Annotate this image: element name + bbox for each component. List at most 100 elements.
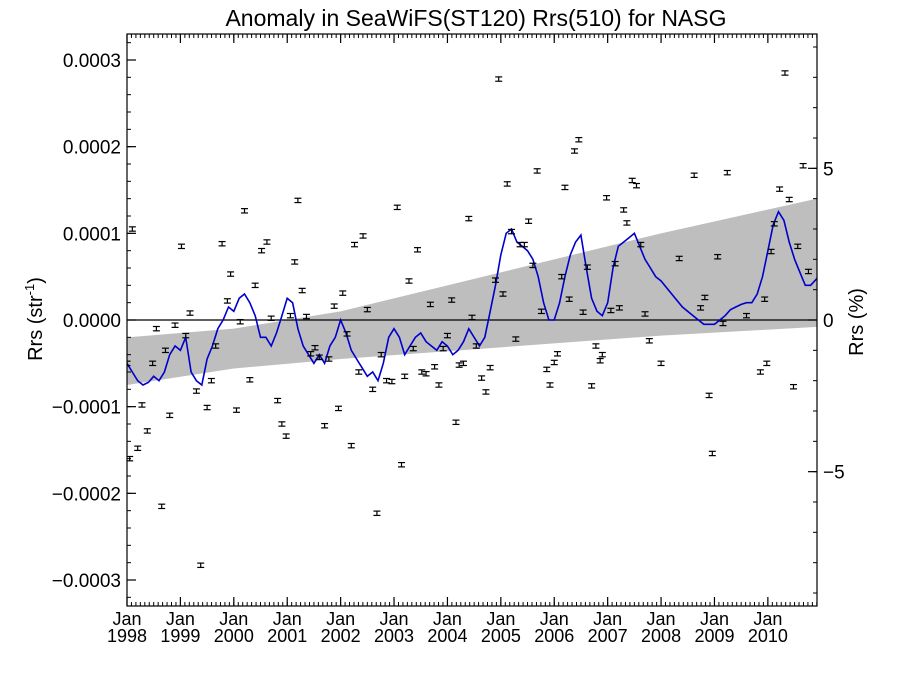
data-point <box>603 195 611 201</box>
data-point <box>491 277 499 283</box>
x-tick-year: 2002 <box>321 626 361 646</box>
x-tick-year: 2010 <box>748 626 788 646</box>
data-point <box>620 207 628 213</box>
data-point <box>274 397 282 404</box>
data-point <box>708 450 716 457</box>
data-point <box>459 360 467 367</box>
x-tick-year: 2006 <box>534 626 574 646</box>
data-point <box>520 241 528 248</box>
data-point <box>298 287 306 294</box>
data-point <box>227 271 235 277</box>
data-point <box>583 264 591 270</box>
x-tick-month: Jan <box>700 609 729 629</box>
data-point <box>347 442 355 449</box>
y-tick-label: 0.0002 <box>63 138 121 159</box>
data-point <box>790 383 798 390</box>
data-point <box>537 308 545 315</box>
y-axis-label-close: ) <box>25 277 47 284</box>
x-tick-year: 2009 <box>694 626 734 646</box>
data-point <box>251 282 259 289</box>
data-point <box>143 428 151 434</box>
data-point <box>158 503 166 510</box>
data-point <box>781 70 789 76</box>
data-point <box>657 360 665 367</box>
data-point <box>325 356 333 362</box>
trend-band <box>127 198 817 385</box>
data-point <box>343 331 351 337</box>
data-point <box>482 389 490 395</box>
data-point <box>592 343 600 349</box>
x-tick-month: Jan <box>647 609 676 629</box>
y-axis-label-main: Rrs (str <box>25 295 47 361</box>
data-point <box>294 197 302 204</box>
data-point <box>645 338 653 344</box>
data-point <box>529 262 537 269</box>
y-right-tick-label: 0 <box>823 311 834 332</box>
data-point <box>134 445 142 452</box>
data-point <box>355 369 363 375</box>
data-point <box>263 239 271 245</box>
y-axis-label-sup: -1 <box>22 284 37 296</box>
data-point <box>756 369 764 375</box>
data-point <box>207 377 215 384</box>
data-point <box>388 378 396 385</box>
data-point <box>128 226 136 232</box>
smoothed-anomaly-line <box>127 209 817 387</box>
data-point <box>409 345 417 352</box>
x-tick-month: Jan <box>166 609 195 629</box>
x-tick-year: 2005 <box>481 626 521 646</box>
data-point <box>761 296 769 302</box>
data-point <box>192 388 200 394</box>
x-tick-month: Jan <box>753 609 782 629</box>
data-point <box>598 351 606 358</box>
data-point <box>697 305 705 311</box>
data-point <box>546 382 554 388</box>
data-point <box>401 373 409 380</box>
data-point <box>543 366 551 373</box>
data-point <box>258 247 266 254</box>
data-point <box>632 182 640 189</box>
data-point <box>495 76 503 82</box>
y-tick-label: −0.0002 <box>52 484 121 505</box>
y-axis-label-right: Rrs (%) <box>846 288 868 356</box>
data-point <box>763 360 771 367</box>
data-point <box>472 343 480 349</box>
data-point <box>171 322 179 328</box>
x-tick-year: 1998 <box>107 626 147 646</box>
data-point <box>550 359 558 366</box>
x-tick-year: 2007 <box>588 626 628 646</box>
axes: 0.0003 0.0002 0.0001 0.0000 −0.0001 −0.0002 −0… <box>52 33 845 646</box>
data-point <box>246 377 254 383</box>
data-point <box>558 273 566 280</box>
x-tick-year: 1999 <box>160 626 200 646</box>
data-point <box>435 382 443 388</box>
data-point <box>330 303 338 309</box>
data-point <box>743 312 751 319</box>
data-point <box>675 255 683 262</box>
data-point <box>499 291 507 297</box>
data-point <box>398 461 406 468</box>
data-point <box>468 314 476 321</box>
y-right-tick-label: −5 <box>823 463 845 484</box>
data-point <box>637 241 645 248</box>
data-point <box>596 357 604 364</box>
data-point <box>291 259 299 265</box>
data-point <box>405 278 413 284</box>
data-point <box>525 218 533 224</box>
data-point <box>776 186 784 192</box>
data-point <box>455 362 463 368</box>
chart-title: Anomaly in SeaWiFS(ST120) Rrs(510) for N… <box>225 5 726 31</box>
data-point <box>785 196 793 203</box>
data-point <box>588 383 596 389</box>
data-point <box>714 253 722 260</box>
x-tick-month: Jan <box>486 609 515 629</box>
data-point <box>553 351 561 357</box>
data-point <box>267 315 275 322</box>
data-point <box>373 510 381 517</box>
data-point <box>278 421 286 427</box>
x-tick-year: 2004 <box>427 626 467 646</box>
data-point <box>177 243 185 250</box>
data-point <box>452 419 460 426</box>
data-point <box>282 433 290 439</box>
